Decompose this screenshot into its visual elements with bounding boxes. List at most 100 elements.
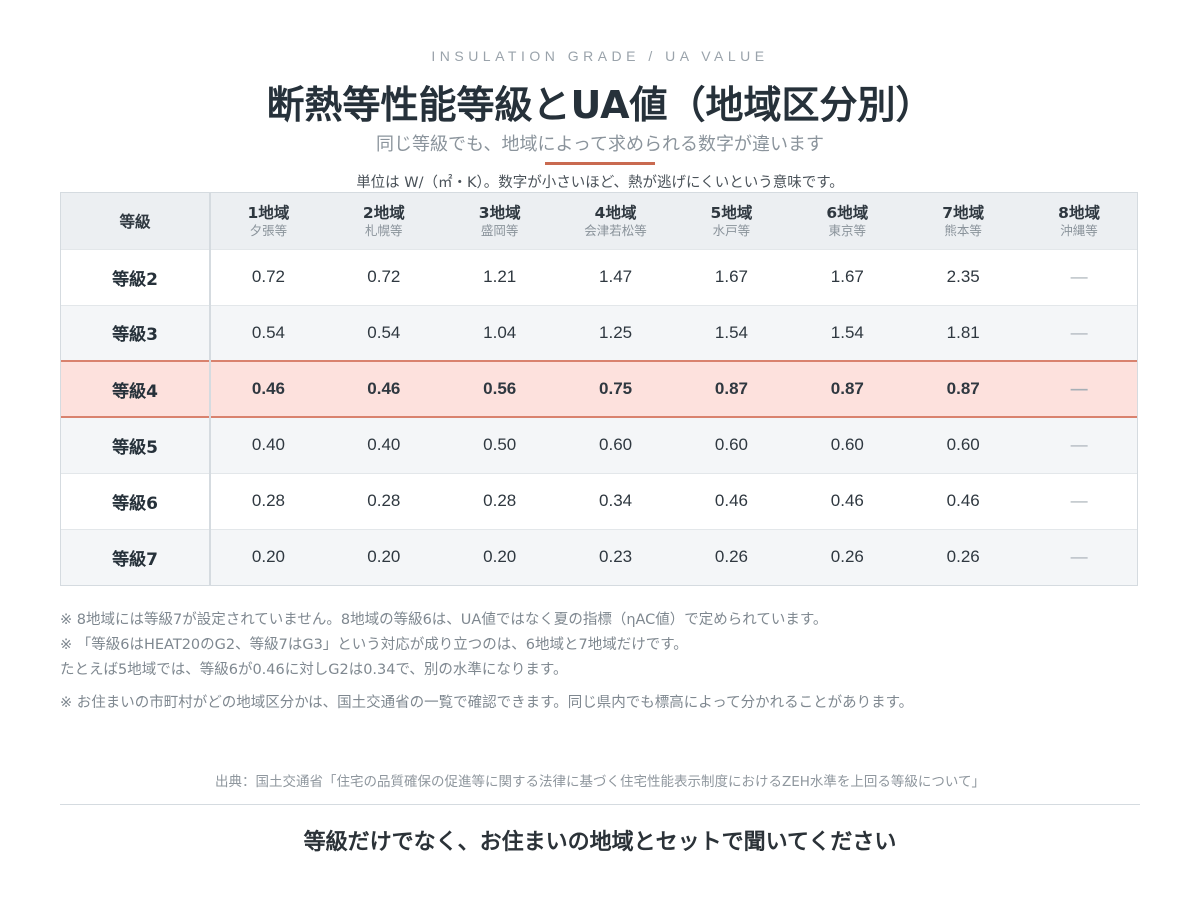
unit-note: 単位は W/（㎡・K）。数字が小さいほど、熱が逃げにくいという意味です。 (356, 175, 844, 191)
footnote: たとえば5地域では、等級6が0.46に対しG2は0.34で、別の水準になります。 (60, 662, 568, 678)
region-city: 会津若松等 (584, 222, 647, 238)
region-city: 東京等 (828, 222, 867, 238)
ua-value-cell: 0.50 (483, 435, 517, 455)
region-name: 1地域 (247, 203, 290, 222)
ua-value-cell: 1.04 (483, 322, 517, 342)
region-header: 7地域 熊本等 (905, 193, 1021, 249)
region-name: 6地域 (826, 203, 869, 222)
ua-value-cell: 0.28 (483, 491, 517, 510)
grade-cell: 等級3 (61, 305, 211, 361)
ua-value-cell: 0.40 (251, 435, 285, 455)
region-header: 8地域 沖縄等 (1021, 193, 1137, 249)
region-header: 4地域 会津若松等 (558, 193, 674, 249)
ua-value-cell: 0.87 (946, 379, 980, 398)
ua-value-cell: 0.26 (946, 547, 980, 567)
ua-value-cell: 0.87 (830, 379, 864, 398)
ua-value-cell: 0.28 (367, 491, 401, 510)
ua-value-cell: 0.72 (251, 267, 285, 286)
ua-value-cell: 0.60 (599, 435, 633, 455)
ua-value-cell: 0.60 (946, 435, 980, 455)
ua-value-cell: 0.46 (367, 379, 401, 398)
ua-value-cell: 1.81 (946, 322, 980, 342)
ua-value-cell: — (1070, 379, 1088, 398)
ua-value-cell: 0.34 (599, 491, 633, 510)
footnote: ※ 「等級6はHEAT20のG2、等級7はG3」という対応が成り立つのは、6地域… (60, 637, 688, 653)
ua-value-cell: 0.23 (599, 547, 633, 567)
ua-value-cell: 0.26 (714, 547, 748, 567)
ua-value-cell: 0.75 (599, 379, 633, 398)
region-city: 盛岡等 (480, 222, 519, 238)
region-city: 水戸等 (712, 222, 751, 238)
region-header: 5地域 水戸等 (674, 193, 790, 249)
region-name: 3地域 (478, 203, 521, 222)
page-subtitle: 同じ等級でも、地域によって求められる数字が違います (375, 134, 825, 155)
ua-value-cell: 0.20 (251, 547, 285, 567)
region-header: 2地域 札幌等 (326, 193, 442, 249)
grade-cell: 等級6 (61, 473, 211, 529)
region-city: 沖縄等 (1060, 222, 1098, 238)
page-title: 断熱等性能等級とUA値（地域区分別） (266, 83, 934, 127)
grade-cell: 等級7 (61, 529, 211, 585)
ua-value-cell: 0.54 (367, 322, 401, 342)
ua-value-cell: 1.67 (714, 267, 748, 286)
grade-column-header: 等級 (61, 193, 211, 249)
ua-value-cell: 0.40 (367, 435, 401, 455)
region-city: 熊本等 (944, 222, 982, 238)
region-header: 3地域 盛岡等 (442, 193, 558, 249)
footnotes: ※ 8地域には等級7が設定されていません。8地域の等級6は、UA値ではなく夏の指… (60, 608, 1140, 716)
source-citation: 出典：国土交通省「住宅の品質確保の促進等に関する法律に基づく住宅性能表示制度にお… (214, 774, 986, 790)
region-name: 4地域 (594, 203, 637, 222)
table-row: 等級3 0.54 0.54 1.04 1.25 1.54 1.54 1.81 — (61, 305, 1137, 361)
closing-message: 等級だけでなく、お住まいの地域とセットで聞いてください (303, 830, 897, 855)
table-row: 等級6 0.28 0.28 0.28 0.34 0.46 0.46 0.46 — (61, 473, 1137, 529)
ua-value-cell: 1.54 (714, 322, 748, 342)
ua-value-cell: — (1070, 491, 1088, 510)
ua-value-cell: 0.46 (714, 491, 748, 510)
table-row: 等級2 0.72 0.72 1.21 1.47 1.67 1.67 2.35 — (61, 249, 1137, 305)
grade-cell: 等級2 (61, 249, 211, 305)
ua-value-cell: 0.28 (251, 491, 285, 510)
ua-value-cell: 0.60 (714, 435, 748, 455)
ua-value-cell: 0.54 (251, 322, 285, 342)
grade-cell: 等級5 (61, 417, 211, 473)
region-name: 8地域 (1058, 203, 1100, 222)
ua-value-cell: 1.25 (599, 322, 633, 342)
table-row: 等級7 0.20 0.20 0.20 0.23 0.26 0.26 0.26 — (61, 529, 1137, 585)
ua-value-cell: — (1070, 267, 1088, 286)
ua-value-cell: 0.20 (483, 547, 517, 567)
ua-value-cell: 0.87 (714, 379, 748, 398)
ua-value-table: 等級 1地域 夕張等 2地域 札幌等 3地域 盛岡等 4地域 会津若松等 5地域 水戸等 … (60, 192, 1138, 586)
ua-value-cell: 2.35 (946, 267, 980, 286)
region-header: 1地域 夕張等 (210, 193, 326, 249)
ua-value-cell: — (1070, 322, 1088, 342)
region-city: 夕張等 (249, 222, 288, 238)
ua-value-cell: 0.46 (830, 491, 864, 510)
ua-value-cell: 0.72 (367, 267, 401, 286)
region-name: 5地域 (710, 203, 753, 222)
region-header: 6地域 東京等 (789, 193, 905, 249)
footer-divider (60, 804, 1140, 805)
ua-value-cell: 0.26 (830, 547, 864, 567)
table-row: 等級5 0.40 0.40 0.50 0.60 0.60 0.60 0.60 — (61, 417, 1137, 473)
table-row: 等級4 0.46 0.46 0.56 0.75 0.87 0.87 0.87 — (61, 361, 1137, 417)
ua-value-cell: 0.56 (483, 379, 517, 398)
eyebrow-label: INSULATION GRADE / UA VALUE (431, 48, 769, 64)
grade-cell: 等級4 (61, 361, 211, 417)
ua-value-cell: 1.47 (599, 267, 633, 286)
ua-value-cell: 1.21 (483, 267, 517, 286)
table-body: 等級2 0.72 0.72 1.21 1.47 1.67 1.67 2.35 — 等級3 0.54 0… (61, 249, 1137, 585)
region-city: 札幌等 (365, 222, 403, 238)
accent-divider (545, 162, 655, 165)
ua-value-cell: — (1070, 435, 1088, 455)
ua-value-cell: 0.60 (830, 435, 864, 455)
region-name: 2地域 (362, 203, 405, 222)
ua-value-cell: — (1070, 547, 1088, 567)
table-header-row: 等級 1地域 夕張等 2地域 札幌等 3地域 盛岡等 4地域 会津若松等 5地域 水戸等 … (61, 193, 1137, 249)
ua-value-cell: 0.46 (946, 491, 980, 510)
ua-value-cell: 1.67 (830, 267, 864, 286)
ua-value-cell: 0.46 (251, 379, 285, 398)
footnote: ※ お住まいの市町村がどの地域区分かは、国土交通省の一覧で確認できます。同じ県内… (60, 695, 914, 711)
ua-value-cell: 1.54 (830, 322, 864, 342)
region-name: 7地域 (942, 203, 985, 222)
footnote: ※ 8地域には等級7が設定されていません。8地域の等級6は、UA値ではなく夏の指… (60, 612, 828, 628)
